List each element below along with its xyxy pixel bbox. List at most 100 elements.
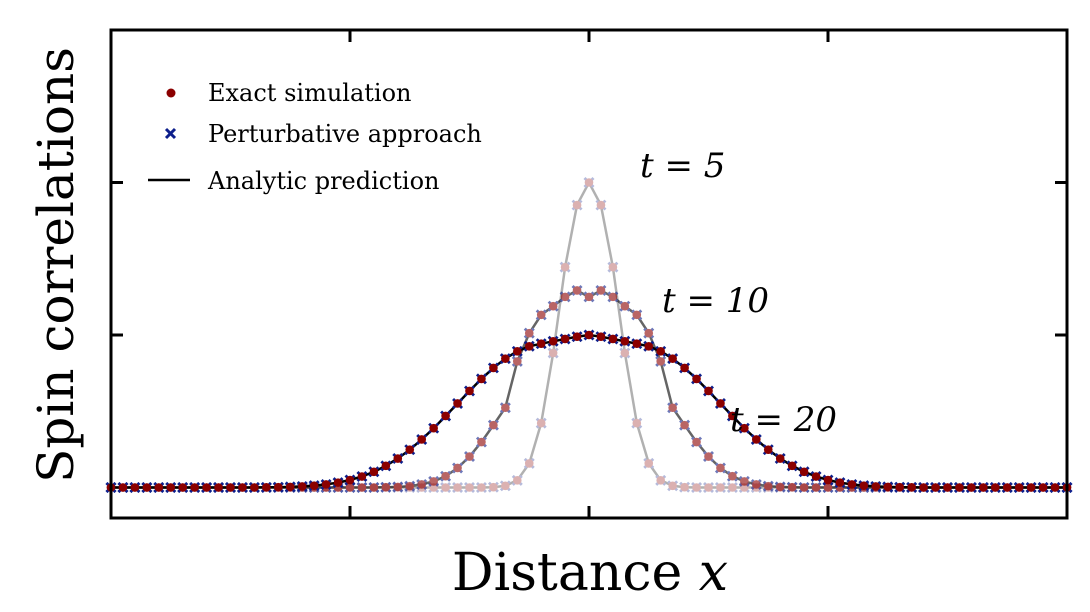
exact-point <box>465 386 474 396</box>
exact-point <box>596 286 606 295</box>
exact-point <box>190 483 199 492</box>
exact-point <box>572 286 582 295</box>
exact-point <box>262 483 271 492</box>
exact-point <box>967 483 976 492</box>
exact-point <box>465 483 474 492</box>
exact-point <box>489 420 498 430</box>
perturbative-point <box>511 474 523 486</box>
exact-point <box>632 418 642 428</box>
exact-point <box>285 482 295 492</box>
exact-point <box>524 459 534 468</box>
exact-point <box>704 386 713 396</box>
series-2 <box>105 284 1073 493</box>
exact-point <box>226 483 235 492</box>
exact-point <box>859 481 869 490</box>
exact-point <box>644 341 654 351</box>
exact-point <box>417 435 427 444</box>
perturbative-point <box>679 481 691 493</box>
exact-point <box>668 481 677 491</box>
exact-point <box>501 403 510 413</box>
exact-point <box>740 477 749 486</box>
exact-point <box>477 437 486 447</box>
exact-point <box>297 482 307 491</box>
exact-point <box>823 483 833 492</box>
exact-point <box>393 482 403 492</box>
perturbative-point <box>726 482 738 493</box>
perturbative-point <box>571 199 583 211</box>
exact-point <box>811 483 821 492</box>
exact-point <box>979 483 988 492</box>
perturbative-point <box>547 347 559 359</box>
legend-label-perturbative: Perturbative approach <box>208 120 482 148</box>
exact-point <box>716 483 725 492</box>
exact-point <box>513 357 522 366</box>
exact-point <box>931 483 940 492</box>
exact-point <box>692 437 701 447</box>
legend-label-exact: Exact simulation <box>208 79 412 107</box>
exact-point <box>632 339 642 348</box>
perturbative-point <box>535 417 547 429</box>
exact-point <box>943 483 952 492</box>
exact-point <box>560 292 570 302</box>
exact-point <box>417 480 427 489</box>
exact-point <box>381 461 391 471</box>
exact-point <box>763 445 773 454</box>
exact-point <box>608 334 618 344</box>
exact-point <box>513 476 522 485</box>
exact-point <box>596 200 606 210</box>
analytic-curve-2 <box>111 289 1067 489</box>
exact-point <box>524 341 534 351</box>
exact-point <box>871 482 881 491</box>
time-label-t10: t = 10 <box>662 281 769 321</box>
exact-point <box>716 463 725 473</box>
perturbative-point <box>655 474 667 486</box>
perturbative-point <box>499 480 511 492</box>
exact-point <box>680 420 689 430</box>
exact-point <box>441 471 450 481</box>
exact-point <box>393 454 403 463</box>
exact-point <box>752 435 761 444</box>
perturbative-point <box>691 482 703 493</box>
exact-point <box>835 478 845 487</box>
exact-point <box>728 411 737 421</box>
perturbative-point <box>607 261 619 273</box>
exact-point <box>333 478 343 487</box>
exact-point <box>369 483 379 492</box>
exact-point <box>477 374 486 384</box>
exact-point <box>250 483 259 492</box>
perturbative-point <box>643 457 655 469</box>
perturbative-point <box>523 457 535 469</box>
axes-layer <box>109 28 1069 520</box>
exact-point <box>680 363 689 373</box>
perturbative-point <box>619 347 631 359</box>
exact-point <box>799 467 809 477</box>
exact-point <box>489 482 498 492</box>
exact-point <box>548 301 558 311</box>
exact-point <box>752 480 761 489</box>
exact-point <box>130 483 140 492</box>
perturbative-point <box>440 482 452 493</box>
exact-point <box>919 483 928 492</box>
exact-point <box>907 483 916 492</box>
exact-point <box>274 482 283 492</box>
exact-point <box>166 483 176 492</box>
exact-point <box>716 399 725 408</box>
perturbative-point <box>487 481 499 493</box>
perturbative-point <box>714 482 726 493</box>
exact-point <box>620 301 630 311</box>
exact-point <box>405 481 415 491</box>
exact-point <box>991 483 1000 492</box>
exact-point <box>309 481 319 490</box>
perturbative-point <box>595 199 607 211</box>
exact-point <box>441 411 450 421</box>
exact-point <box>536 418 546 428</box>
exact-point <box>596 332 606 341</box>
exact-point <box>178 483 187 492</box>
exact-point <box>453 483 462 492</box>
exact-point <box>345 475 355 485</box>
exact-point <box>548 348 558 358</box>
series-layer <box>105 177 1073 493</box>
exact-point <box>763 481 773 491</box>
exact-point <box>548 336 558 346</box>
